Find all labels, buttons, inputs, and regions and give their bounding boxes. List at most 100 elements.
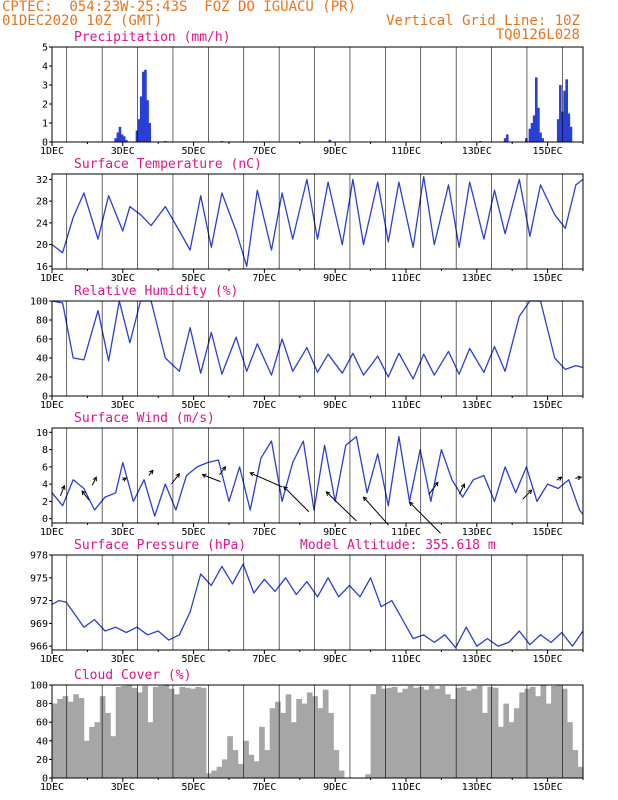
precip-bar xyxy=(567,113,571,142)
cloud-bar xyxy=(306,692,313,778)
cloud-bar xyxy=(232,750,239,778)
temp-ytick-label: 20 xyxy=(36,240,48,251)
cloud-bar xyxy=(418,686,425,778)
rh-xtick-label: 3DEC xyxy=(111,400,135,411)
cloud-bar xyxy=(168,688,175,778)
cloud-title: Cloud Cover (%) xyxy=(74,668,191,683)
cloud-bar xyxy=(413,687,419,778)
cloud-bar xyxy=(482,712,488,778)
cloud-bar xyxy=(253,761,260,778)
pres-xtick-label: 15DEC xyxy=(533,654,563,665)
pres-xtick-label: 9DEC xyxy=(323,654,347,665)
header-grid-line: Vertical Grid Line: 10Z xyxy=(386,13,580,29)
precip-bar xyxy=(559,85,562,142)
cloud-ytick-label: 0 xyxy=(42,774,48,785)
cloud-bar xyxy=(158,685,164,778)
cloud-bar xyxy=(275,701,281,778)
cloud-bar xyxy=(163,685,170,778)
precip-bar xyxy=(148,123,152,142)
pres-frame xyxy=(51,554,584,651)
pres-xtick-label: 7DEC xyxy=(252,654,276,665)
precip-bar xyxy=(122,136,126,142)
rh-xtick-label: 7DEC xyxy=(252,400,276,411)
cloud-bar xyxy=(386,687,393,778)
wind-xtick-label: 3DEC xyxy=(111,527,135,538)
precip-bar xyxy=(565,79,569,142)
cloud-bar xyxy=(529,686,536,778)
wind-arrow-head xyxy=(201,473,207,479)
cloud-bar xyxy=(460,686,467,778)
pres-xtick-label: 11DEC xyxy=(391,654,421,665)
wind-arrow-head xyxy=(362,496,368,502)
wind-arrow-head xyxy=(60,484,66,490)
pres-xtick-label: 5DEC xyxy=(182,654,206,665)
cloud-bar xyxy=(503,703,510,778)
precip-ytick-label: 3 xyxy=(42,81,48,92)
cloud-xtick-label: 5DEC xyxy=(182,782,206,793)
cloud-bar xyxy=(567,722,573,778)
precip-bar xyxy=(528,128,532,142)
precip-bar xyxy=(530,123,534,142)
cloud-bar xyxy=(444,694,451,778)
cloud-bar xyxy=(381,688,387,778)
wind-arrow-shaft xyxy=(326,491,357,522)
precip-ytick-label: 4 xyxy=(42,62,48,73)
cloud-bar xyxy=(52,703,58,778)
cloud-xtick-label: 15DEC xyxy=(533,782,563,793)
wind-xtick-label: 13DEC xyxy=(462,527,492,538)
precip-bar xyxy=(137,119,141,142)
precip-xtick-label: 15DEC xyxy=(533,146,563,157)
cloud-bar xyxy=(476,685,483,778)
wind-ytick-label: 2 xyxy=(42,497,48,508)
header-station: CPTEC: 054:23W-25:43S FOZ DO IGUACU (PR) xyxy=(2,0,357,15)
cloud-bar xyxy=(333,750,340,778)
wind-xtick-label: 15DEC xyxy=(533,527,563,538)
cloud-bar xyxy=(211,770,218,778)
temp-series-line xyxy=(51,176,584,267)
wind-ytick-label: 0 xyxy=(42,514,48,525)
precip-xtick-label: 9DEC xyxy=(323,146,347,157)
cloud-bar xyxy=(338,770,345,778)
wind-arrow-head xyxy=(408,501,414,507)
cloud-xtick-label: 1DEC xyxy=(40,782,64,793)
cloud-xtick-label: 7DEC xyxy=(252,782,276,793)
wind-arrow-head xyxy=(92,476,97,482)
cloud-xtick-label: 13DEC xyxy=(462,782,492,793)
rh-frame xyxy=(51,300,584,397)
pres-ytick-label: 966 xyxy=(30,642,48,653)
cloud-ytick-label: 60 xyxy=(36,718,48,729)
precip-xtick-label: 7DEC xyxy=(252,146,276,157)
cloud-bar xyxy=(471,688,478,778)
cloud-bar xyxy=(397,692,403,778)
cloud-bar xyxy=(248,754,255,778)
wind-ytick-label: 10 xyxy=(36,428,48,439)
wind-arrow-head xyxy=(81,490,86,496)
rh-xtick-label: 13DEC xyxy=(462,400,492,411)
pres-ytick-label: 975 xyxy=(30,573,48,584)
pres-ytick-label: 969 xyxy=(30,619,48,630)
cloud-bar xyxy=(551,685,557,778)
cloud-ytick-label: 100 xyxy=(30,681,48,692)
rh-xtick-label: 1DEC xyxy=(40,400,64,411)
cloud-frame xyxy=(51,684,584,779)
rh-ytick-label: 100 xyxy=(30,297,48,308)
precip-bar xyxy=(541,138,544,142)
wind-ytick-label: 8 xyxy=(42,445,48,456)
cloud-bar xyxy=(115,686,122,778)
cloud-bar xyxy=(62,696,69,778)
wind-ytick-label: 6 xyxy=(42,462,48,473)
precip-bar xyxy=(537,107,540,142)
precip-bar xyxy=(539,132,542,142)
header-model: TQ0126L028 xyxy=(495,27,580,43)
rh-xtick-label: 15DEC xyxy=(533,400,563,411)
wind-arrow-shaft xyxy=(458,483,465,495)
precip-bar xyxy=(120,134,124,142)
cloud-ytick-label: 80 xyxy=(36,699,48,710)
rh-ytick-label: 80 xyxy=(36,316,48,327)
cloud-bar xyxy=(572,750,579,778)
wind-arrow-shaft xyxy=(428,482,439,495)
temp-title: Surface Temperature (nC) xyxy=(74,157,262,172)
cloud-bar xyxy=(243,740,249,778)
wind-arrow-shaft xyxy=(219,466,226,476)
precip-bar xyxy=(142,71,145,142)
